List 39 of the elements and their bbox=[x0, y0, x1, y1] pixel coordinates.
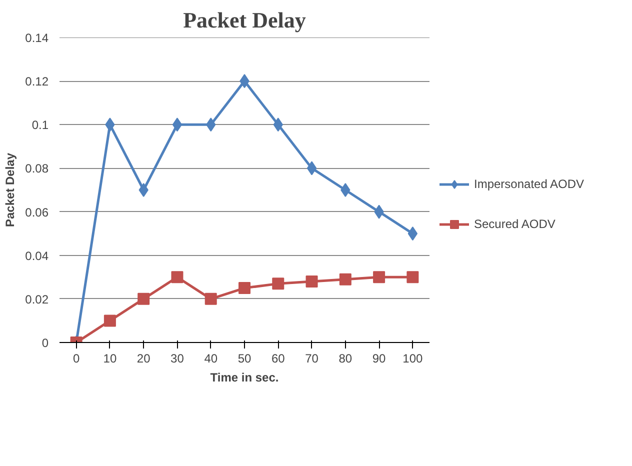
point bbox=[306, 161, 317, 176]
point bbox=[408, 226, 418, 241]
x-tick-label: 100 bbox=[402, 352, 424, 366]
y-tick-label: 0.04 bbox=[25, 248, 49, 263]
x-tick-label: 90 bbox=[372, 352, 386, 366]
point bbox=[339, 273, 352, 286]
point bbox=[104, 314, 116, 327]
point bbox=[340, 183, 350, 197]
x-tick-label: 50 bbox=[238, 352, 252, 366]
point bbox=[204, 292, 217, 305]
x-axis-title: Time in sec. bbox=[210, 370, 279, 384]
point bbox=[272, 278, 284, 290]
x-tick-label: 30 bbox=[170, 352, 184, 366]
x-tick-label: 80 bbox=[338, 352, 352, 366]
legend-label: Secured AODV bbox=[474, 216, 556, 230]
legend-label: Impersonated AODV bbox=[474, 176, 584, 190]
point bbox=[238, 282, 250, 294]
point bbox=[171, 271, 184, 284]
chart-title: Packet Delay bbox=[183, 8, 306, 32]
x-tick-label: 10 bbox=[103, 352, 117, 366]
x-tick-label: 20 bbox=[136, 352, 151, 366]
y-tick-label: 0 bbox=[42, 336, 49, 350]
point bbox=[306, 276, 318, 288]
point bbox=[406, 271, 419, 284]
point bbox=[373, 271, 386, 284]
y-tick-label: 0.14 bbox=[25, 31, 49, 45]
y-tick-label: 0.06 bbox=[25, 205, 49, 220]
y-tick-label: 0.12 bbox=[25, 74, 49, 89]
x-tick-label: 70 bbox=[305, 352, 319, 366]
y-tick-label: 0.02 bbox=[25, 292, 49, 306]
x-tick-label: 60 bbox=[271, 352, 286, 366]
point bbox=[172, 118, 182, 132]
y-tick-label: 0.08 bbox=[25, 162, 49, 176]
y-tick-label: 0.1 bbox=[32, 118, 49, 132]
x-tick-label: 40 bbox=[204, 352, 218, 366]
y-axis-title: Packet Delay bbox=[3, 152, 18, 228]
point bbox=[138, 183, 148, 197]
point bbox=[138, 292, 150, 305]
x-tick-label: 0 bbox=[72, 352, 80, 366]
